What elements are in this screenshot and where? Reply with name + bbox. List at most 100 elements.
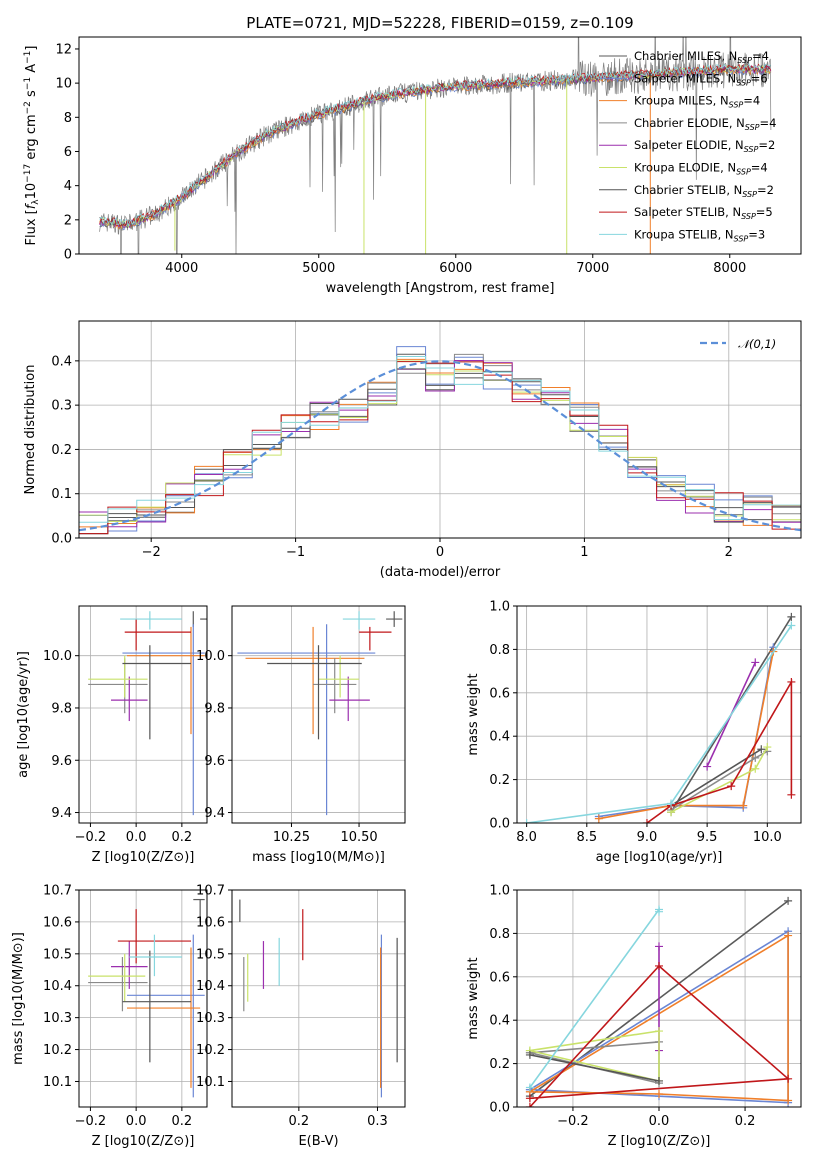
spectrum-ytick-label: 0 xyxy=(64,248,72,263)
massweight_vs_age-ytick-label: 0.6 xyxy=(489,686,510,701)
mass_vs_Z-ytick-label: 10.7 xyxy=(43,884,72,899)
mass-weight-marker xyxy=(703,762,712,771)
mass-weight-marker xyxy=(751,753,760,762)
age_vs_Z-frame xyxy=(78,605,208,824)
massweight_vs_age-xtick-label: 10.0 xyxy=(753,830,782,845)
massweight_vs_age-ytick-label: 1.0 xyxy=(489,600,510,615)
mass_vs_ebv-ytick-label: 10.4 xyxy=(196,979,225,994)
mass_vs_ebv-xtick-label: 0.2 xyxy=(288,1114,309,1129)
spectrum-xtick-label: 7000 xyxy=(576,261,609,276)
age_vs_Z-ytick-label: 9.6 xyxy=(51,754,72,769)
age_vs_mass-xtick-label: 10.25 xyxy=(273,830,310,845)
model-spectrum-line xyxy=(99,63,771,227)
mass_vs_Z-xtick-label: 0.0 xyxy=(126,1114,147,1129)
age_vs_mass-ytick-label: 10.0 xyxy=(196,649,225,664)
residuals-plot xyxy=(79,346,801,535)
mass-weight-marker xyxy=(655,907,663,916)
mass-weight-marker xyxy=(667,799,676,808)
mass-weight-marker xyxy=(655,1089,663,1098)
residual-histogram-step xyxy=(79,361,801,535)
massweight_vs_age-ytick-label: 0.0 xyxy=(489,817,510,832)
legend-label: Salpeter STELIB, NSSP=5 xyxy=(634,205,773,221)
residual-histogram-step xyxy=(79,360,801,523)
massweight_vs_age-xtick-label: 8.0 xyxy=(516,830,537,845)
age_vs_mass-frame xyxy=(231,605,406,824)
residuals-frame xyxy=(78,320,802,539)
mass-weight-marker xyxy=(739,801,748,810)
mass-weight-line xyxy=(529,1030,660,1083)
mass-weight-marker xyxy=(594,814,603,823)
massweight_vs_age-ylabel: mass weight xyxy=(466,673,481,755)
massweight_vs_Z-xtick-label: 0.2 xyxy=(735,1114,756,1129)
massweight_vs_age-axes xyxy=(513,605,801,827)
residual-histogram-step xyxy=(79,353,801,535)
mass-weight-marker xyxy=(787,790,796,799)
massweight_vs_Z-ytick-label: 0.2 xyxy=(489,1057,510,1072)
massweight_vs_Z-xtick-label: −0.2 xyxy=(557,1114,589,1129)
mass-weight-marker xyxy=(787,677,796,686)
mass-weight-line xyxy=(598,651,775,820)
legend-label: Chabrier STELIB, NSSP=2 xyxy=(634,183,774,199)
mass_vs_Z-axes xyxy=(75,889,207,1111)
spectrum-ytick-label: 8 xyxy=(64,111,72,126)
residuals-xtick-label: −2 xyxy=(142,545,161,560)
mass_vs_ebv-xtick-label: 0.3 xyxy=(367,1114,388,1129)
mass-weight-marker xyxy=(525,1083,534,1092)
mass-weight-line xyxy=(646,679,793,823)
massweight_vs_Z-xlabel: Z [log10(Z/Z⊙)] xyxy=(608,1134,711,1149)
mass-weight-marker xyxy=(784,931,793,940)
residuals-ytick-label: 0.2 xyxy=(51,443,72,458)
residuals-xlabel: (data-model)/error xyxy=(380,565,501,580)
spectrum-xtick-label: 5000 xyxy=(302,261,335,276)
massweight_vs_Z-plot xyxy=(525,896,793,1107)
age_vs_Z-ylabel: age [log10(age/yr)] xyxy=(16,651,31,778)
mass_vs_ebv-ytick-label: 10.3 xyxy=(196,1011,225,1026)
age_vs_Z-xtick-label: 0.2 xyxy=(172,830,193,845)
mass_vs_Z-ytick-label: 10.1 xyxy=(43,1075,72,1090)
spectrum-xlabel: wavelength [Angstrom, rest frame] xyxy=(326,281,555,296)
massweight_vs_age-ytick-label: 0.4 xyxy=(489,730,510,745)
age_vs_mass-xtick-label: 10.50 xyxy=(340,830,377,845)
mass_vs_Z-ytick-label: 10.5 xyxy=(43,947,72,962)
massweight_vs_Z-xtick-label: 0.0 xyxy=(649,1114,670,1129)
residuals-xtick-label: −1 xyxy=(286,545,305,560)
mass-weight-marker xyxy=(787,612,796,621)
age_vs_mass-ytick-label: 9.8 xyxy=(204,701,225,716)
normal-reference-curve xyxy=(79,360,801,532)
age_vs_Z-xtick-label: −0.2 xyxy=(75,830,107,845)
spectrum-ytick-label: 2 xyxy=(64,213,72,228)
residual-histogram-step xyxy=(79,355,801,523)
residuals-ytick-label: 0.0 xyxy=(51,532,72,547)
age_vs_mass-ytick-label: 9.6 xyxy=(204,754,225,769)
mass_vs_Z-ytick-label: 10.2 xyxy=(43,1043,72,1058)
massweight_vs_Z-frame xyxy=(516,889,802,1108)
mass_vs_Z-frame xyxy=(78,889,208,1108)
massweight_vs_age-xtick-label: 9.5 xyxy=(697,830,718,845)
age_vs_Z-ytick-label: 10.0 xyxy=(43,649,72,664)
mass-weight-marker xyxy=(642,819,651,823)
mass_vs_ebv-plot xyxy=(239,899,398,1098)
mass_vs_ebv-ytick-label: 10.2 xyxy=(196,1043,225,1058)
mass-weight-line xyxy=(529,964,791,1107)
spectrum-ytick-label: 10 xyxy=(55,77,72,92)
residuals-ytick-label: 0.1 xyxy=(51,487,72,502)
massweight_vs_age-plot xyxy=(522,612,796,823)
spectrum-xtick-label: 8000 xyxy=(713,261,746,276)
mass-weight-marker xyxy=(522,819,531,823)
spectrum-ylabel: Flux [fλ10−17 erg cm−2 s−1 A−1] xyxy=(23,46,41,246)
residuals-xtick-label: 2 xyxy=(725,545,733,560)
spectrum-ytick-label: 4 xyxy=(64,179,72,194)
massweight_vs_Z-ytick-label: 1.0 xyxy=(489,884,510,899)
mass_vs_Z-xtick-label: −0.2 xyxy=(75,1114,107,1129)
legend-label: Chabrier MILES, NSSP=4 xyxy=(634,49,769,65)
mass_vs_ebv-ytick-label: 10.5 xyxy=(196,947,225,962)
figure-title: PLATE=0721, MJD=52228, FIBERID=0159, z=0… xyxy=(246,14,633,32)
mass_vs_ebv-ytick-label: 10.7 xyxy=(196,884,225,899)
massweight_vs_age-ytick-label: 0.2 xyxy=(489,773,510,788)
mass_vs_ebv-ytick-label: 10.6 xyxy=(196,915,225,930)
mass_vs_Z-plot xyxy=(88,898,205,1098)
massweight_vs_age-ytick-label: 0.8 xyxy=(489,643,510,658)
spectrum-xtick-label: 6000 xyxy=(439,261,472,276)
age_vs_Z-plot xyxy=(88,611,207,816)
massweight_vs_age-frame xyxy=(516,605,802,824)
